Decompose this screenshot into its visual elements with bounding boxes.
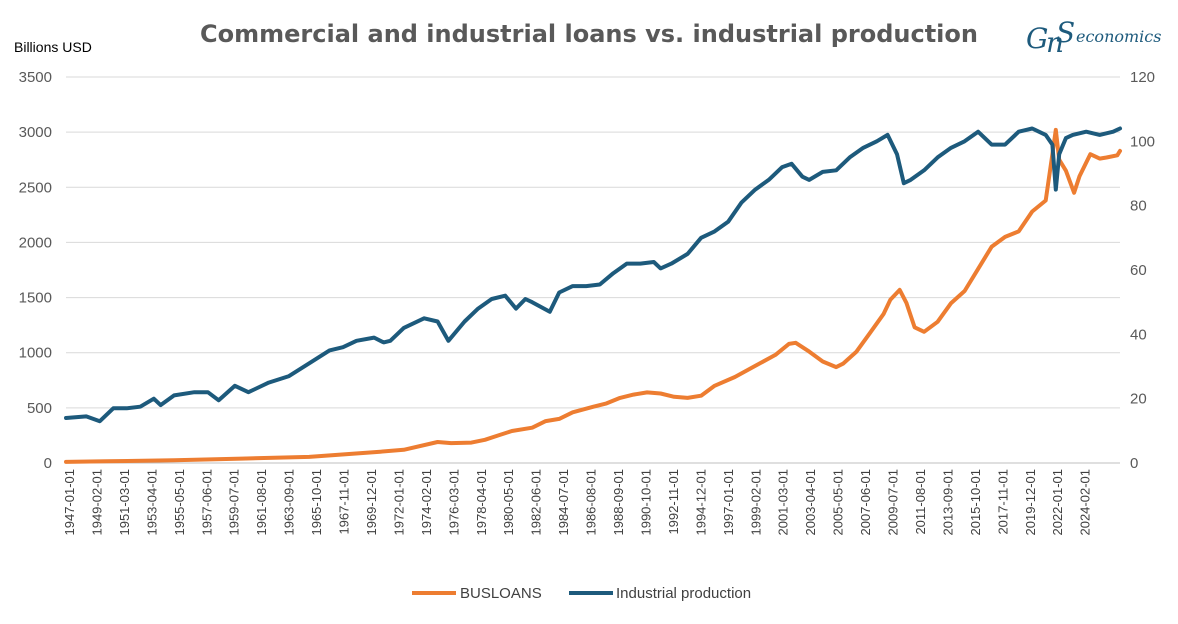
y-right-tick-label: 120 bbox=[1130, 69, 1155, 86]
legend-label-industrial-production: Industrial production bbox=[616, 585, 751, 602]
x-tick-label: 2017-11-01 bbox=[995, 469, 1010, 535]
y-left-tick-label: 1500 bbox=[19, 290, 52, 307]
x-tick-label: 1984-07-01 bbox=[556, 469, 571, 536]
x-tick-label: 1999-02-01 bbox=[748, 469, 763, 536]
x-tick-label: 2019-12-01 bbox=[1023, 469, 1038, 536]
y-left-tick-label: 3500 bbox=[19, 69, 52, 86]
x-tick-label: 1986-08-01 bbox=[584, 469, 599, 536]
y-right-tick-label: 80 bbox=[1130, 198, 1147, 215]
x-tick-label: 2011-08-01 bbox=[913, 469, 928, 535]
x-tick-label: 1976-03-01 bbox=[446, 469, 461, 536]
y-left-tick-label: 500 bbox=[27, 400, 52, 417]
y-left-tick-label: 0 bbox=[44, 455, 52, 472]
x-tick-label: 1951-03-01 bbox=[117, 469, 132, 536]
y-right-tick-label: 40 bbox=[1130, 326, 1147, 343]
x-tick-label: 1992-11-01 bbox=[666, 469, 681, 535]
x-axis: 1947-01-01 1949-02-01 1951-03-01 1953-04-01… bbox=[62, 469, 1093, 536]
x-tick-label: 1955-05-01 bbox=[172, 469, 187, 536]
series-line-industrial-production bbox=[64, 126, 1122, 424]
chart-title: Commercial and industrial loans vs. indu… bbox=[200, 20, 978, 48]
x-tick-label: 2005-05-01 bbox=[831, 469, 846, 536]
logo-letter-g: G bbox=[1026, 22, 1048, 55]
x-tick-label: 1974-02-01 bbox=[419, 469, 434, 536]
logo-letter-s: S bbox=[1056, 16, 1075, 49]
x-tick-label: 1969-12-01 bbox=[364, 469, 379, 536]
x-tick-label: 2022-01-01 bbox=[1050, 469, 1065, 536]
x-tick-label: 2003-04-01 bbox=[803, 469, 818, 536]
series-group bbox=[64, 126, 1122, 464]
x-tick-label: 1997-01-01 bbox=[721, 469, 736, 536]
x-tick-label: 2007-06-01 bbox=[858, 469, 873, 536]
y-left-tick-label: 3000 bbox=[19, 124, 52, 141]
logo: G n S economics bbox=[1026, 16, 1161, 59]
x-tick-label: 1967-11-01 bbox=[337, 469, 352, 535]
y-axis-left: 0 500 1000 1500 2000 2500 3000 3500 bbox=[19, 69, 52, 472]
y-axis-right: 0 20 40 60 80 100 120 bbox=[1130, 69, 1155, 472]
legend-label-busloans: BUSLOANS bbox=[460, 585, 542, 602]
y-left-tick-label: 1000 bbox=[19, 345, 52, 362]
x-tick-label: 2024-02-01 bbox=[1078, 469, 1093, 536]
x-tick-label: 1990-10-01 bbox=[638, 469, 653, 536]
x-tick-label: 1953-04-01 bbox=[144, 469, 159, 536]
x-tick-label: 1961-08-01 bbox=[254, 469, 269, 536]
gridlines bbox=[66, 76, 1120, 409]
y-right-tick-label: 100 bbox=[1130, 133, 1155, 150]
y-right-tick-label: 0 bbox=[1130, 455, 1138, 472]
x-tick-label: 1957-06-01 bbox=[199, 469, 214, 536]
x-tick-label: 1949-02-01 bbox=[89, 469, 104, 536]
x-tick-label: 1978-04-01 bbox=[474, 469, 489, 536]
logo-economics-text: economics bbox=[1076, 27, 1161, 46]
legend: BUSLOANS Industrial production bbox=[412, 585, 751, 602]
y-left-tick-label: 2500 bbox=[19, 179, 52, 196]
x-tick-label: 2013-09-01 bbox=[940, 469, 955, 536]
x-tick-label: 1947-01-01 bbox=[62, 469, 77, 536]
x-tick-label: 1980-05-01 bbox=[501, 469, 516, 536]
x-tick-label: 2009-07-01 bbox=[886, 469, 901, 536]
x-tick-label: 1988-09-01 bbox=[611, 469, 626, 536]
logo-letter-n: n bbox=[1046, 26, 1064, 59]
x-tick-label: 2001-03-01 bbox=[776, 469, 791, 536]
x-tick-label: 1982-06-01 bbox=[529, 469, 544, 536]
y-axis-unit-label: Billions USD bbox=[14, 39, 92, 55]
x-tick-label: 1965-10-01 bbox=[309, 469, 324, 536]
x-tick-label: 1963-09-01 bbox=[282, 469, 297, 536]
x-tick-label: 1972-01-01 bbox=[391, 469, 406, 536]
series-line-busloans bbox=[64, 127, 1122, 464]
x-tick-label: 2015-10-01 bbox=[968, 469, 983, 536]
x-tick-label: 1959-07-01 bbox=[227, 469, 242, 536]
y-right-tick-label: 20 bbox=[1130, 391, 1147, 408]
y-right-tick-label: 60 bbox=[1130, 262, 1147, 279]
x-tick-label: 1994-12-01 bbox=[693, 469, 708, 536]
y-left-tick-label: 2000 bbox=[19, 234, 52, 251]
